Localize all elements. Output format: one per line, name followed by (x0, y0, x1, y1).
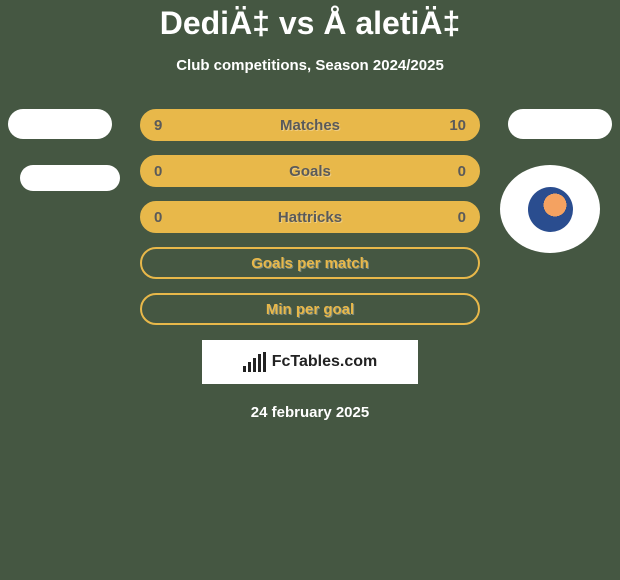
stat-label: Goals per match (251, 255, 369, 272)
player-left-badge-2 (20, 165, 120, 191)
stat-value-left: 0 (154, 209, 162, 226)
stat-row-hattricks: 0 Hattricks 0 (140, 201, 480, 233)
club-logo-icon (528, 187, 573, 232)
page-title: DediÄ‡ vs Å aletiÄ‡ (0, 5, 620, 42)
player-right-badge-2 (500, 165, 600, 253)
stat-value-left: 9 (154, 117, 162, 134)
player-right-badge-1 (508, 109, 612, 139)
branding-text: FcTables.com (272, 353, 378, 371)
stats-area: 9 Matches 10 0 Goals 0 0 Hattricks 0 Goa… (0, 109, 620, 421)
page-subtitle: Club competitions, Season 2024/2025 (0, 57, 620, 74)
stat-label: Min per goal (266, 301, 354, 318)
stat-value-right: 0 (458, 209, 466, 226)
main-container: DediÄ‡ vs Å aletiÄ‡ Club competitions, S… (0, 0, 620, 421)
stat-row-goals-per-match: Goals per match (140, 247, 480, 279)
branding-box[interactable]: FcTables.com (202, 340, 418, 384)
stat-row-min-per-goal: Min per goal (140, 293, 480, 325)
stat-value-left: 0 (154, 163, 162, 180)
stat-value-right: 0 (458, 163, 466, 180)
stat-row-matches: 9 Matches 10 (140, 109, 480, 141)
stat-label: Matches (280, 117, 340, 134)
stat-label: Goals (289, 163, 331, 180)
stat-value-right: 10 (449, 117, 466, 134)
stat-label: Hattricks (278, 209, 342, 226)
stat-rows: 9 Matches 10 0 Goals 0 0 Hattricks 0 Goa… (140, 109, 480, 325)
player-left-badge-1 (8, 109, 112, 139)
stat-row-goals: 0 Goals 0 (140, 155, 480, 187)
date-label: 24 february 2025 (0, 404, 620, 421)
chart-icon (243, 352, 266, 372)
